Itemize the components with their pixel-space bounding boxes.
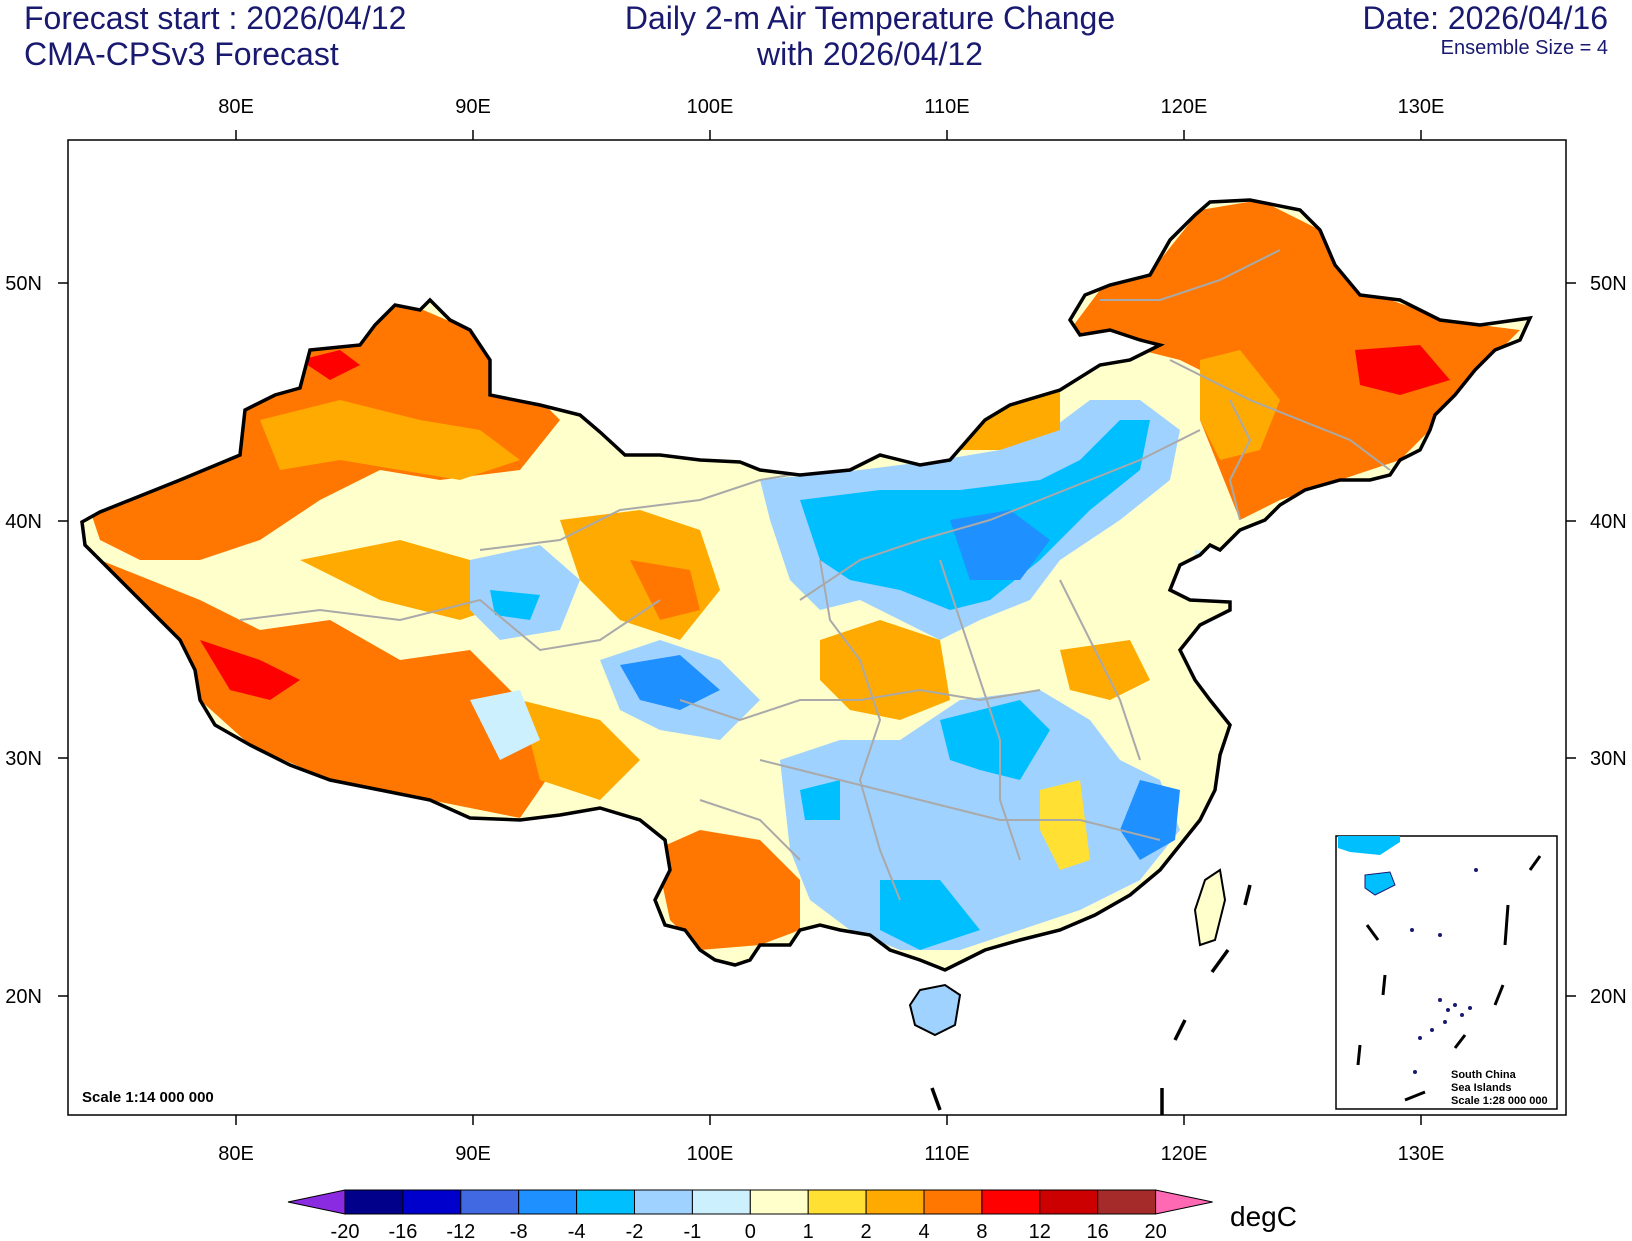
- lat-label: 50N: [1590, 273, 1627, 295]
- colorbar-swatch: [460, 1189, 520, 1215]
- colorbar-under-triangle: [287, 1189, 346, 1215]
- title-line-2: with 2026/04/12: [757, 36, 983, 72]
- lon-label: 120E: [1161, 96, 1208, 118]
- colorbar-tick-label: 8: [976, 1221, 987, 1241]
- lon-label: 130E: [1398, 1143, 1445, 1165]
- colorbar-swatch: [691, 1189, 751, 1215]
- inset-label-1: South China: [1451, 1069, 1517, 1081]
- colorbar-swatch: [923, 1189, 983, 1215]
- lon-label: 80E: [218, 1143, 254, 1165]
- map-title: Daily 2-m Air Temperature Change with 20…: [470, 0, 1270, 72]
- colorbar-swatch: [1039, 1189, 1099, 1215]
- lon-label: 90E: [455, 1143, 491, 1165]
- lon-label: 100E: [687, 96, 734, 118]
- colorbar-tick-label: -2: [626, 1221, 644, 1241]
- colorbar-swatch: [576, 1189, 635, 1215]
- colorbar-tick-label: 12: [1029, 1221, 1051, 1241]
- colorbar-swatch: [634, 1189, 693, 1215]
- colorbar-tick-label: -4: [568, 1221, 586, 1241]
- colorbar-tick-label: -16: [388, 1221, 417, 1241]
- lat-label: 50N: [5, 273, 42, 295]
- lat-labels-right: 50N 40N 30N 20N: [1590, 273, 1627, 1008]
- colorbar-tick-label: 2: [861, 1221, 872, 1241]
- lat-label: 40N: [5, 511, 42, 533]
- header-right: Date: 2026/04/16 Ensemble Size = 4: [1362, 0, 1608, 60]
- colorbar-tick-label: -8: [510, 1221, 528, 1241]
- title-line-1: Daily 2-m Air Temperature Change: [624, 0, 1116, 36]
- colorbar-swatch: [865, 1189, 925, 1215]
- colorbar-tick-label: 1: [803, 1221, 814, 1241]
- lat-label: 30N: [5, 748, 42, 770]
- taiwan-island: [1193, 868, 1227, 947]
- lat-label: 40N: [1590, 511, 1627, 533]
- lat-labels-left: 50N 40N 30N 20N: [5, 273, 42, 1008]
- lon-label: 130E: [1398, 96, 1445, 118]
- lon-label: 90E: [455, 96, 491, 118]
- islands: [908, 868, 1227, 1037]
- inset-label-2: Sea Islands: [1451, 1082, 1512, 1094]
- lat-label: 20N: [1590, 986, 1627, 1008]
- hainan-island: [908, 983, 962, 1037]
- colorbar-tick-label: 0: [745, 1221, 756, 1241]
- colorbar-swatch: [402, 1189, 462, 1215]
- colorbar-swatch: [807, 1189, 867, 1215]
- lon-labels-top: 80E 90E 100E 110E 120E 130E: [218, 96, 1444, 118]
- colorbar-tick-label: 16: [1087, 1221, 1109, 1241]
- colorbar-unit: degC: [1230, 1201, 1297, 1232]
- lat-label: 30N: [1590, 748, 1627, 770]
- tick-marks: [58, 130, 1576, 1125]
- dash-line: [930, 884, 1252, 1115]
- forecast-start-text: Forecast start : 2026/04/12: [24, 0, 407, 36]
- colorbar-tick-label: -20: [331, 1221, 360, 1241]
- colorbar-tick-label: 4: [918, 1221, 929, 1241]
- lon-label: 120E: [1161, 1143, 1208, 1165]
- colorbar: -20 -16 -12 -8 -4 -2 -1 0 1 2 4 8 12 16 20: [287, 1189, 1213, 1241]
- province-boundaries: [239, 249, 1391, 901]
- south-china-sea-inset: South China Sea Islands Scale 1:28 000 0…: [1335, 835, 1558, 1110]
- lon-label: 110E: [924, 1143, 969, 1165]
- inset-label-3: Scale 1:28 000 000: [1451, 1095, 1548, 1107]
- header-left: Forecast start : 2026/04/12 CMA-CPSv3 Fo…: [24, 0, 406, 72]
- lon-label: 110E: [924, 96, 969, 118]
- ensemble-size-text: Ensemble Size = 4: [1440, 37, 1608, 59]
- lon-label: 80E: [218, 96, 254, 118]
- lat-label: 20N: [5, 986, 42, 1008]
- colorbar-swatch: [749, 1189, 809, 1215]
- lon-labels-bottom: 80E 90E 100E 110E 120E 130E: [218, 1143, 1444, 1165]
- scale-label: Scale 1:14 000 000: [82, 1089, 214, 1106]
- colorbar-swatch: [518, 1189, 578, 1215]
- colorbar-tick-label: -1: [684, 1221, 702, 1241]
- colorbar-over-triangle: [1155, 1189, 1213, 1215]
- colorbar-swatch: [344, 1189, 404, 1215]
- lon-label: 100E: [687, 1143, 734, 1165]
- colorbar-swatch: [1097, 1189, 1157, 1215]
- colorbar-tick-label: -12: [446, 1221, 475, 1241]
- model-name-text: CMA-CPSv3 Forecast: [24, 36, 339, 72]
- valid-date-text: Date: 2026/04/16: [1362, 0, 1608, 36]
- colorbar-swatch: [981, 1189, 1041, 1215]
- colorbar-tick-label: 20: [1144, 1221, 1166, 1241]
